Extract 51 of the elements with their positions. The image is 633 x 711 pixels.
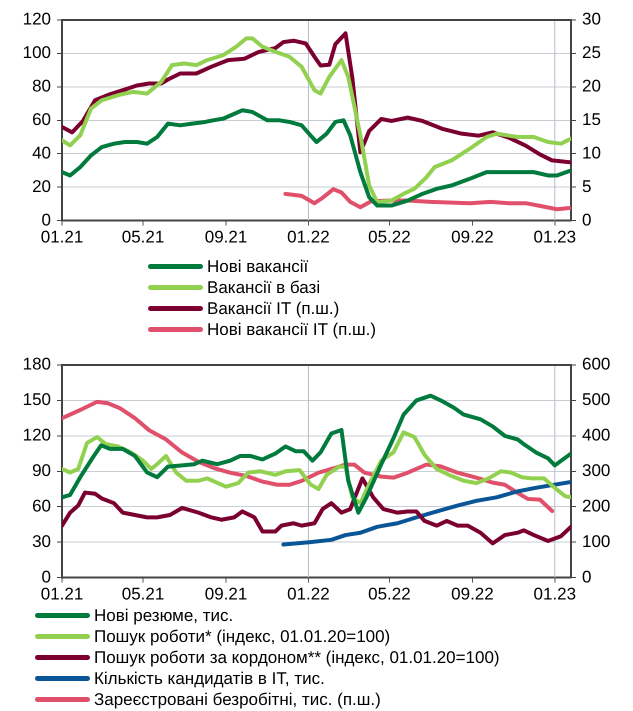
x-tick-label: 09.22 <box>451 227 494 246</box>
x-tick-label: 05.21 <box>122 584 164 604</box>
x-tick-label: 09.22 <box>451 584 494 604</box>
y2-tick-label: 0 <box>582 567 592 586</box>
y-tick-label: 150 <box>22 390 51 410</box>
x-tick-label: 01.21 <box>40 584 84 604</box>
y-tick-label: 30 <box>32 532 51 551</box>
y2-tick-label: 400 <box>582 426 610 445</box>
x-tick-label: 05.21 <box>122 227 164 246</box>
y-tick-label: 20 <box>32 176 51 196</box>
x-tick-label: 01.21 <box>40 227 84 246</box>
y2-tick-label: 25 <box>582 43 601 62</box>
y-tick-label: 80 <box>32 76 51 96</box>
legend-label: Нові вакансії IT (п.ш.) <box>207 319 376 340</box>
y-tick-label: 40 <box>32 143 51 162</box>
y2-tick-label: 100 <box>582 532 610 551</box>
legend-label: Кількість кандидатів в IT, тис. <box>94 668 325 689</box>
legend-label: Пошук роботи за кордоном** (індекс, 01.01.20=100) <box>94 647 500 668</box>
y-tick-label: 100 <box>22 43 51 62</box>
y2-tick-label: 30 <box>582 10 601 29</box>
y2-tick-label: 500 <box>582 390 610 410</box>
y-tick-label: 120 <box>22 10 51 29</box>
y2-tick-label: 300 <box>582 460 610 480</box>
y-tick-label: 120 <box>22 426 51 445</box>
x-tick-label: 01.23 <box>534 584 576 604</box>
y2-tick-label: 20 <box>582 76 601 96</box>
y-tick-label: 180 <box>22 354 51 374</box>
x-tick-label: 09.21 <box>204 227 248 246</box>
legend-label: Нові вакансії <box>207 256 308 277</box>
x-tick-label: 05.22 <box>368 227 411 246</box>
y-tick-label: 60 <box>32 496 51 516</box>
y-tick-label: 90 <box>32 460 51 480</box>
y-tick-label: 0 <box>42 567 51 586</box>
y-tick-label: 0 <box>42 210 51 230</box>
legend-label: Вакансії IT (п.ш.) <box>207 298 340 319</box>
legend-label: Вакансії в базі <box>207 277 320 298</box>
legend-label: Пошук роботи* (індекс, 01.01.20=100) <box>94 626 390 647</box>
y2-tick-label: 200 <box>582 496 610 516</box>
x-tick-label: 01.22 <box>287 584 330 604</box>
y2-tick-label: 600 <box>582 354 610 374</box>
legend-label: Зареєстровані безробітні, тис. (п.ш.) <box>94 689 381 710</box>
x-tick-label: 01.23 <box>534 227 576 246</box>
x-tick-label: 01.22 <box>287 227 330 246</box>
y2-tick-label: 15 <box>582 110 601 129</box>
legend-label: Нові резюме, тис. <box>94 605 234 626</box>
x-tick-label: 05.22 <box>368 584 411 604</box>
x-tick-label: 09.21 <box>204 584 248 604</box>
y2-tick-label: 5 <box>582 176 592 196</box>
y-tick-label: 60 <box>32 110 51 129</box>
y2-tick-label: 0 <box>582 210 592 230</box>
y2-tick-label: 10 <box>582 143 601 162</box>
